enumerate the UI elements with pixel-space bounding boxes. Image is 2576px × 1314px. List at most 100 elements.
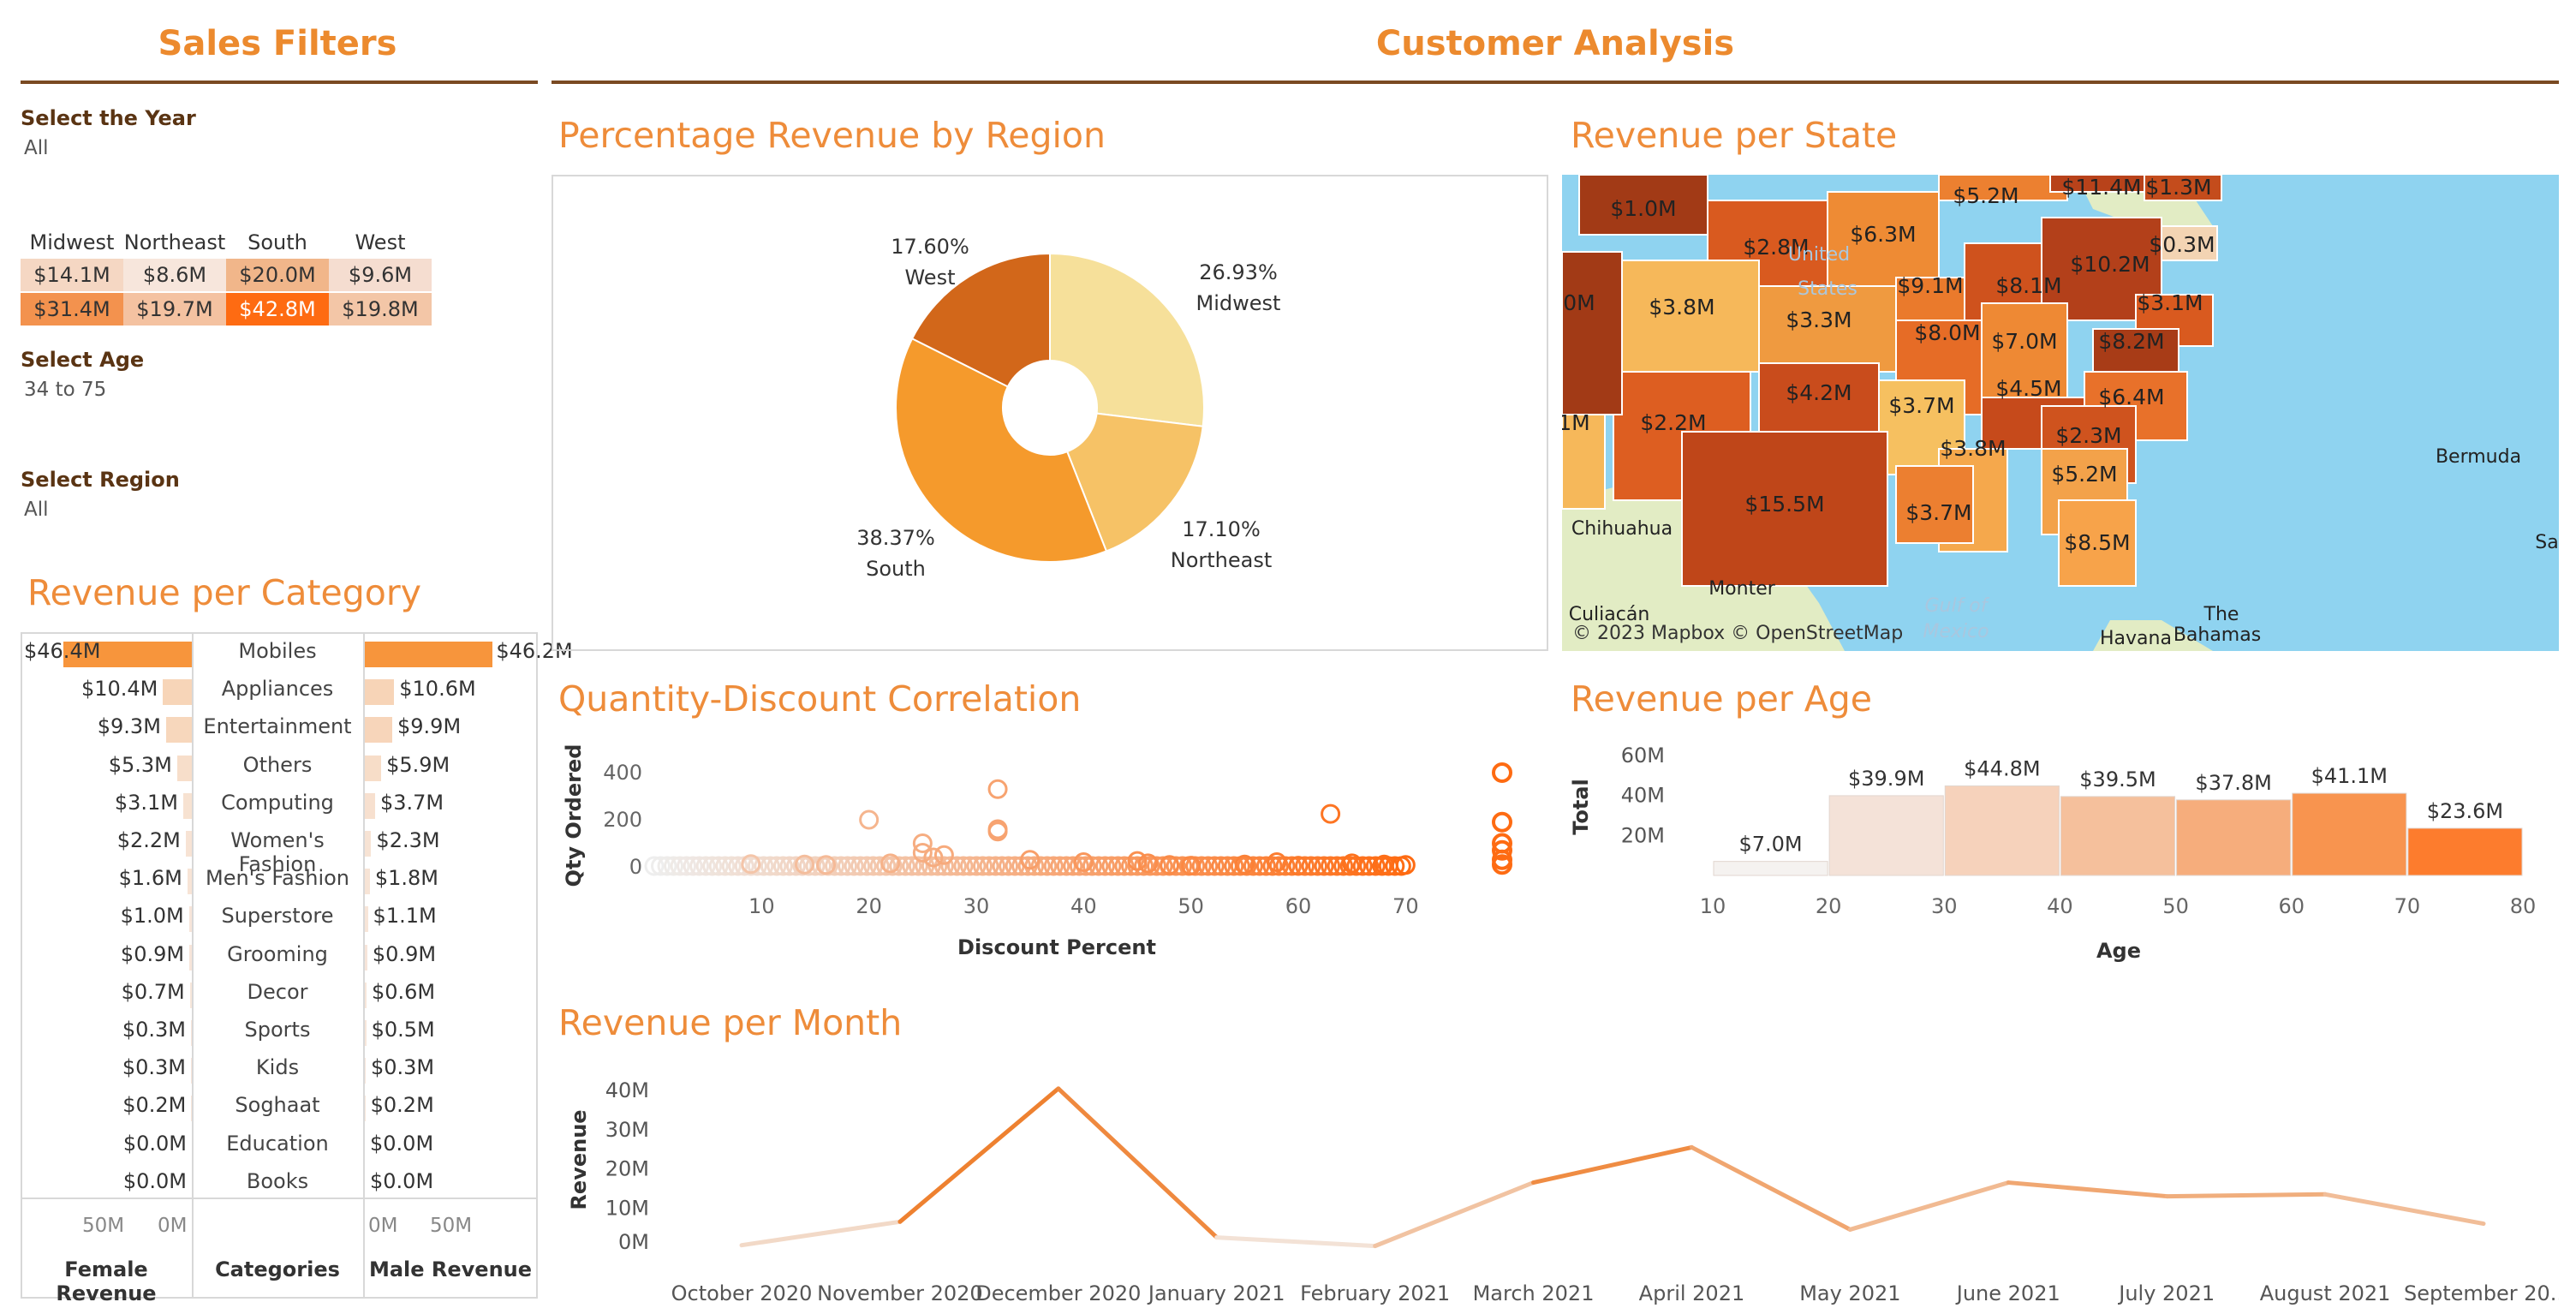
scatter-point[interactable] <box>816 855 837 875</box>
quantity-discount-scatter[interactable]: 0 200 400 10 20 30 40 50 60 70 Discount Percent Qty… <box>552 730 1548 970</box>
female-revenue-bar[interactable] <box>187 869 192 895</box>
scatter-point[interactable] <box>1492 839 1512 861</box>
state-region[interactable] <box>1681 431 1888 587</box>
female-revenue-bar[interactable] <box>189 944 192 971</box>
scatter-point[interactable] <box>1204 856 1225 876</box>
category-name[interactable]: Superstore <box>221 904 334 929</box>
state-region[interactable] <box>2144 175 2222 201</box>
scatter-point[interactable] <box>1160 855 1180 875</box>
age-bar[interactable] <box>2060 796 2176 876</box>
scatter-point[interactable] <box>831 856 851 876</box>
pie-slice[interactable] <box>895 337 1108 563</box>
state-region[interactable] <box>1562 414 1606 510</box>
scatter-point[interactable] <box>785 856 806 876</box>
month-line-segment[interactable] <box>1847 1180 2011 1232</box>
scatter-point[interactable] <box>1301 856 1321 876</box>
state-region[interactable] <box>2058 499 2137 587</box>
scatter-point[interactable] <box>986 856 1006 876</box>
scatter-point[interactable] <box>946 856 967 876</box>
region-cell[interactable]: $19.7M <box>123 293 226 326</box>
scatter-point[interactable] <box>1073 852 1094 872</box>
age-filter-value[interactable]: 34 to 75 <box>24 379 107 401</box>
scatter-point[interactable] <box>1342 853 1363 874</box>
month-line-segment[interactable] <box>897 1086 1061 1224</box>
scatter-point[interactable] <box>1043 856 1064 876</box>
region-cell[interactable]: $20.0M <box>226 259 329 291</box>
female-revenue-bar[interactable] <box>165 717 192 744</box>
state-region[interactable] <box>1562 251 1623 415</box>
scatter-point[interactable] <box>1234 854 1255 875</box>
scatter-point[interactable] <box>1191 856 1212 876</box>
male-revenue-bar[interactable] <box>365 906 368 933</box>
month-line-segment[interactable] <box>1373 1180 1536 1249</box>
region-pie-chart[interactable]: 26.93% Midwest 17.10% Northeast 38.37% South 1… <box>553 176 1547 649</box>
male-revenue-bar[interactable] <box>365 679 395 706</box>
scatter-point[interactable] <box>987 779 1008 799</box>
scatter-point[interactable] <box>1094 856 1115 876</box>
scatter-point[interactable] <box>933 845 954 865</box>
month-line-segment[interactable] <box>2006 1180 2169 1199</box>
state-region[interactable] <box>1578 175 1708 236</box>
female-revenue-bar[interactable] <box>176 755 192 781</box>
scatter-point[interactable] <box>1153 856 1173 876</box>
scatter-point[interactable] <box>999 856 1019 876</box>
scatter-point[interactable] <box>689 856 710 876</box>
female-revenue-bar[interactable] <box>185 831 192 857</box>
scatter-point[interactable] <box>1140 856 1160 876</box>
male-revenue-bar[interactable] <box>365 717 392 744</box>
scatter-point[interactable] <box>721 856 742 876</box>
scatter-point[interactable] <box>1114 856 1135 876</box>
male-revenue-bar[interactable] <box>365 1058 366 1084</box>
male-revenue-bar[interactable] <box>365 944 367 971</box>
male-revenue-bar[interactable] <box>365 642 493 667</box>
scatter-point[interactable] <box>856 856 877 876</box>
scatter-point[interactable] <box>670 856 690 876</box>
scatter-point[interactable] <box>1138 853 1159 874</box>
age-bar[interactable] <box>1713 861 1828 876</box>
category-name[interactable]: Sports <box>244 1018 311 1042</box>
scatter-point[interactable] <box>869 856 890 876</box>
pie-slice[interactable] <box>1065 412 1204 552</box>
scatter-point[interactable] <box>766 856 787 876</box>
scatter-point[interactable] <box>1492 854 1512 875</box>
scatter-point[interactable] <box>859 809 880 830</box>
scatter-point[interactable] <box>715 856 736 876</box>
month-line-segment[interactable] <box>1214 1235 1378 1249</box>
scatter-point[interactable] <box>1030 856 1051 876</box>
male-revenue-bar[interactable] <box>365 831 372 857</box>
region-cell[interactable]: $31.4M <box>21 293 123 326</box>
scatter-point[interactable] <box>1127 851 1148 871</box>
scatter-point[interactable] <box>754 856 774 876</box>
scatter-point[interactable] <box>1181 856 1202 876</box>
scatter-point[interactable] <box>1224 856 1244 876</box>
scatter-point[interactable] <box>1352 856 1373 876</box>
scatter-point[interactable] <box>1295 856 1315 876</box>
category-name[interactable]: Books <box>246 1168 309 1193</box>
state-region[interactable] <box>1758 285 1897 373</box>
region-filter-value[interactable]: All <box>24 499 49 521</box>
scatter-point[interactable] <box>923 847 944 868</box>
month-line-segment[interactable] <box>1689 1144 1852 1232</box>
age-bar[interactable] <box>2292 792 2407 876</box>
scatter-point[interactable] <box>1321 803 1341 824</box>
region-cell[interactable]: $9.6M <box>329 259 432 291</box>
scatter-point[interactable] <box>683 856 703 876</box>
scatter-point[interactable] <box>895 856 915 876</box>
scatter-point[interactable] <box>1314 856 1334 876</box>
scatter-point[interactable] <box>940 856 961 876</box>
category-name[interactable]: Decor <box>247 979 308 1004</box>
scatter-point[interactable] <box>760 856 780 876</box>
scatter-point[interactable] <box>779 856 800 876</box>
scatter-point[interactable] <box>959 856 980 876</box>
scatter-point[interactable] <box>1321 856 1341 876</box>
scatter-point[interactable] <box>1492 811 1512 833</box>
scatter-point[interactable] <box>1255 856 1276 876</box>
scatter-point[interactable] <box>1385 856 1405 876</box>
scatter-point[interactable] <box>966 856 987 876</box>
month-line-segment[interactable] <box>2164 1192 2328 1199</box>
scatter-point[interactable] <box>902 856 922 876</box>
scatter-point[interactable] <box>1147 856 1167 876</box>
scatter-point[interactable] <box>838 856 858 876</box>
scatter-point[interactable] <box>728 856 748 876</box>
male-revenue-bar[interactable] <box>365 869 370 895</box>
